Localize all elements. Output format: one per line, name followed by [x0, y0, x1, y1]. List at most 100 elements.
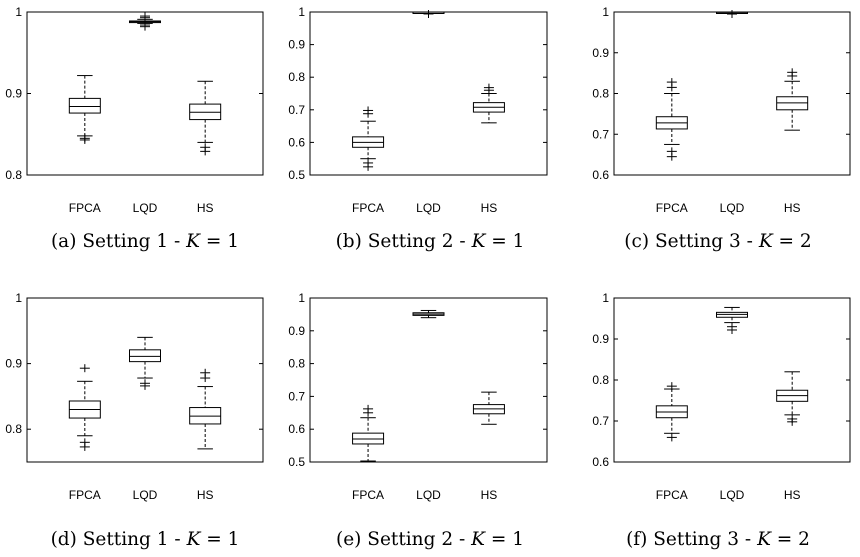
y-tick-label: 0.9 — [5, 87, 22, 101]
caption-prefix: (b) Setting 2 - — [336, 231, 472, 252]
category-label: HS — [197, 201, 214, 215]
box-fpca — [352, 106, 385, 171]
plot-frame — [26, 297, 264, 463]
caption-suffix: = 2 — [771, 529, 810, 550]
box-body — [68, 97, 101, 114]
y-tick-label: 0.6 — [592, 168, 609, 182]
y-tick-label: 0.7 — [288, 103, 305, 117]
y-tick-label: 0.5 — [288, 168, 305, 182]
caption-suffix: = 2 — [773, 231, 812, 252]
box-hs — [776, 371, 809, 426]
caption-variable: K — [470, 529, 486, 550]
y-tick-label: 1 — [15, 5, 22, 19]
category-label: HS — [784, 488, 801, 502]
box-lqd — [716, 306, 748, 334]
y-tick-label: 0.9 — [288, 38, 305, 52]
box-hs — [189, 80, 222, 156]
panel-caption: (f) Setting 3 - K = 2 — [626, 529, 810, 550]
category-label: HS — [784, 201, 801, 215]
caption-variable: K — [471, 231, 487, 252]
y-tick-label: 0.7 — [592, 414, 609, 428]
y-tick-label: 0.9 — [592, 46, 609, 60]
box-lqd — [412, 9, 445, 18]
box-fpca — [655, 382, 688, 442]
chart-panel-3: 0.8 0.9 1 FPCA LQD HS (d) Setting 1 - K = 1 — [5, 291, 264, 550]
box-hs — [472, 391, 505, 425]
category-label: HS — [197, 488, 214, 502]
y-tick-label: 1 — [602, 291, 609, 305]
category-label: FPCA — [69, 488, 101, 502]
box-fpca — [352, 404, 385, 462]
category-label: LQD — [133, 488, 158, 502]
box-lqd — [716, 10, 748, 19]
box-lqd — [129, 336, 161, 390]
caption-suffix: = 1 — [485, 529, 524, 550]
y-tick-label: 1 — [602, 5, 609, 19]
box-hs — [472, 83, 505, 124]
category-label: HS — [481, 201, 498, 215]
caption-prefix: (d) Setting 1 - — [51, 529, 187, 550]
caption-prefix: (a) Setting 1 - — [51, 231, 186, 252]
panel-caption: (a) Setting 1 - K = 1 — [51, 231, 239, 252]
plot-frame — [26, 11, 264, 176]
caption-prefix: (f) Setting 3 - — [626, 529, 757, 550]
caption-prefix: (e) Setting 2 - — [336, 529, 471, 550]
category-label: HS — [481, 488, 498, 502]
category-label: LQD — [720, 201, 745, 215]
box-body — [129, 349, 161, 363]
y-tick-label: 0.8 — [288, 70, 305, 84]
category-label: LQD — [133, 201, 158, 215]
category-label: FPCA — [656, 488, 688, 502]
y-tick-label: 0.7 — [592, 127, 609, 141]
y-tick-label: 0.6 — [288, 135, 305, 149]
y-tick-label: 0.9 — [288, 324, 305, 338]
box-fpca — [68, 75, 101, 144]
category-label: LQD — [416, 201, 441, 215]
y-tick-label: 0.9 — [592, 332, 609, 346]
box-lqd — [129, 12, 161, 31]
caption-suffix: = 1 — [485, 231, 524, 252]
y-tick-label: 0.5 — [288, 455, 305, 469]
plot-frame — [309, 11, 548, 176]
box-lqd — [412, 309, 445, 319]
caption-variable: K — [758, 231, 774, 252]
caption-variable: K — [756, 529, 772, 550]
panel-caption: (c) Setting 3 - K = 2 — [624, 231, 811, 252]
y-tick-label: 0.8 — [592, 373, 609, 387]
category-label: FPCA — [656, 201, 688, 215]
box-hs — [776, 68, 809, 131]
y-tick-label: 0.6 — [592, 455, 609, 469]
plot-frame — [613, 11, 851, 176]
caption-suffix: = 1 — [200, 529, 239, 550]
chart-panel-0: 0.8 0.9 1 FPCA LQD HS (a) Setting 1 - K = 1 — [5, 5, 264, 252]
category-label: LQD — [416, 488, 441, 502]
category-label: FPCA — [352, 488, 384, 502]
box-fpca — [655, 78, 688, 161]
caption-variable: K — [185, 231, 201, 252]
chart-panel-5: 0.6 0.7 0.8 0.9 1 FPCA LQD HS (f) Setting 3 - K … — [592, 291, 851, 550]
y-tick-label: 0.8 — [592, 87, 609, 101]
box-fpca — [68, 364, 101, 451]
chart-panel-4: 0.5 0.6 0.7 0.8 0.9 1 FPCA LQD HS (e) Setting 2 -… — [288, 291, 548, 550]
y-tick-label: 1 — [298, 291, 305, 305]
y-tick-label: 0.9 — [5, 357, 22, 371]
plot-frame — [309, 297, 548, 463]
y-tick-label: 1 — [15, 291, 22, 305]
category-label: FPCA — [69, 201, 101, 215]
y-tick-label: 0.8 — [5, 422, 22, 436]
panel-caption: (b) Setting 2 - K = 1 — [336, 231, 525, 252]
panel-caption: (e) Setting 2 - K = 1 — [336, 529, 524, 550]
y-tick-label: 1 — [298, 5, 305, 19]
caption-suffix: = 1 — [200, 231, 239, 252]
y-tick-label: 0.8 — [288, 357, 305, 371]
category-label: FPCA — [352, 201, 384, 215]
box-hs — [189, 368, 222, 450]
caption-prefix: (c) Setting 3 - — [624, 231, 759, 252]
chart-panel-2: 0.6 0.7 0.8 0.9 1 FPCA LQD HS (c) Setting 3 - K … — [592, 5, 851, 252]
chart-panel-1: 0.5 0.6 0.7 0.8 0.9 1 FPCA LQD HS (b) Setting 2 -… — [288, 5, 548, 252]
y-tick-label: 0.6 — [288, 422, 305, 436]
panel-caption: (d) Setting 1 - K = 1 — [51, 529, 240, 550]
category-label: LQD — [720, 488, 745, 502]
y-tick-label: 0.7 — [288, 389, 305, 403]
